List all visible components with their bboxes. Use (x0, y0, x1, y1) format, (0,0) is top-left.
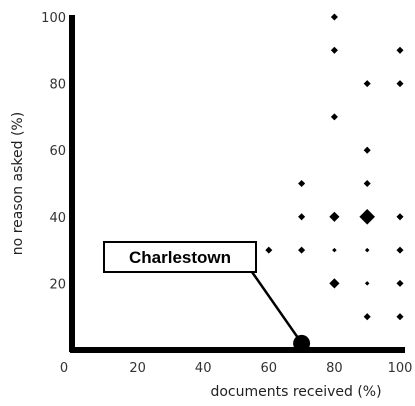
x-axis-title: documents received (%) (210, 384, 381, 400)
points-layer (265, 13, 404, 352)
x-tick-label: 80 (326, 361, 343, 376)
x-tick-label: 0 (60, 361, 68, 376)
annotation-leader-line (250, 271, 299, 339)
scatter-point (363, 313, 371, 321)
x-tick-label: 40 (195, 361, 212, 376)
scatter-point (298, 179, 306, 188)
scatter-point (332, 247, 337, 253)
x-tick-label: 100 (388, 361, 413, 376)
scatter-point (265, 246, 273, 254)
y-tick-label: 100 (41, 11, 66, 26)
annotation-layer: Charlestown (103, 241, 299, 339)
scatter-point (329, 211, 340, 222)
x-tick-label: 60 (261, 361, 278, 376)
scatter-point (363, 80, 371, 88)
annotation-box (103, 241, 257, 273)
scatter-point (364, 281, 370, 286)
y-tick-label: 80 (49, 78, 66, 93)
y-axis-title: no reason asked (%) (10, 112, 26, 255)
scatter-point (329, 278, 340, 289)
scatter-point (396, 246, 404, 254)
scatter-point (364, 247, 370, 253)
scatter-point (396, 279, 404, 287)
y-tick-label: 60 (49, 144, 66, 159)
axes-layer (69, 15, 405, 353)
y-tick-label: 40 (49, 211, 66, 226)
scatter-point (298, 246, 306, 254)
ticks-layer: 0 20 40 60 80 100 20 40 60 80 100 (41, 11, 412, 376)
x-tick-label: 20 (129, 361, 146, 376)
scatter-point (330, 13, 338, 21)
scatter-point (330, 113, 338, 121)
scatter-point (396, 213, 404, 221)
scatter-point-highlight (293, 334, 311, 352)
scatter-point (396, 80, 404, 88)
scatter-point (359, 209, 375, 225)
annotation-label: Charlestown (129, 248, 231, 267)
y-tick-label: 20 (49, 277, 66, 292)
scatter-point (363, 146, 371, 154)
scatter-point (363, 179, 371, 188)
scatter-point (298, 213, 306, 221)
scatter-point (396, 313, 404, 321)
scatter-point (396, 46, 404, 54)
scatter-point (330, 46, 338, 54)
